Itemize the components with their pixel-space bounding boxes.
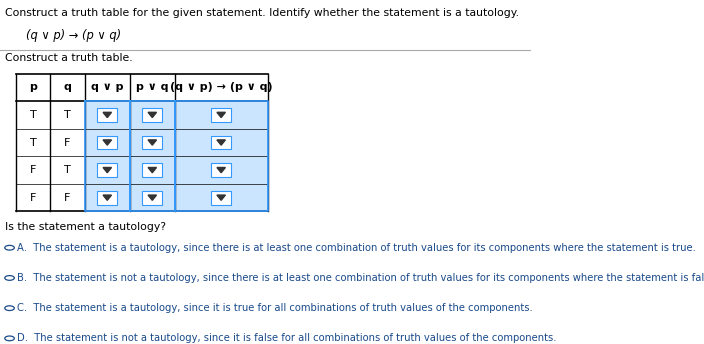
FancyBboxPatch shape — [211, 136, 231, 149]
Text: T: T — [64, 110, 71, 120]
Text: p: p — [29, 82, 37, 92]
Polygon shape — [217, 168, 225, 173]
FancyBboxPatch shape — [211, 191, 231, 205]
Text: F: F — [64, 138, 70, 148]
Polygon shape — [217, 195, 225, 200]
FancyBboxPatch shape — [97, 136, 118, 149]
Polygon shape — [148, 168, 156, 173]
Text: F: F — [30, 193, 37, 203]
Polygon shape — [148, 112, 156, 118]
Text: A.  The statement is a tautology, since there is at least one combination of tru: A. The statement is a tautology, since t… — [18, 243, 696, 253]
Text: T: T — [30, 138, 37, 148]
Text: q: q — [63, 82, 72, 92]
Polygon shape — [148, 195, 156, 200]
Text: B.  The statement is not a tautology, since there is at least one combination of: B. The statement is not a tautology, sin… — [18, 273, 704, 283]
Text: D.  The statement is not a tautology, since it is false for all combinations of : D. The statement is not a tautology, sin… — [18, 333, 557, 343]
Polygon shape — [103, 112, 111, 118]
Polygon shape — [148, 140, 156, 145]
FancyBboxPatch shape — [84, 101, 130, 212]
Text: F: F — [64, 193, 70, 203]
Text: Is the statement a tautology?: Is the statement a tautology? — [6, 222, 166, 232]
FancyBboxPatch shape — [142, 108, 163, 122]
Text: T: T — [30, 110, 37, 120]
FancyBboxPatch shape — [142, 191, 163, 205]
FancyBboxPatch shape — [211, 163, 231, 177]
Polygon shape — [103, 195, 111, 200]
FancyBboxPatch shape — [211, 108, 231, 122]
FancyBboxPatch shape — [97, 108, 118, 122]
Polygon shape — [217, 112, 225, 118]
Polygon shape — [103, 140, 111, 145]
Text: p ∨ q: p ∨ q — [136, 82, 168, 92]
FancyBboxPatch shape — [175, 101, 268, 212]
Text: T: T — [64, 165, 71, 175]
Text: (q ∨ p) → (p ∨ q): (q ∨ p) → (p ∨ q) — [170, 82, 272, 92]
Text: Construct a truth table.: Construct a truth table. — [6, 53, 133, 63]
FancyBboxPatch shape — [142, 163, 163, 177]
Text: C.  The statement is a tautology, since it is true for all combinations of truth: C. The statement is a tautology, since i… — [18, 303, 533, 313]
FancyBboxPatch shape — [97, 163, 118, 177]
FancyBboxPatch shape — [142, 136, 163, 149]
FancyBboxPatch shape — [130, 101, 175, 212]
Text: F: F — [30, 165, 37, 175]
Text: (q ∨ p) → (p ∨ q): (q ∨ p) → (p ∨ q) — [27, 29, 122, 42]
Polygon shape — [217, 140, 225, 145]
FancyBboxPatch shape — [97, 191, 118, 205]
Text: Construct a truth table for the given statement. Identify whether the statement : Construct a truth table for the given st… — [6, 8, 520, 18]
Text: q ∨ p: q ∨ p — [91, 82, 123, 92]
Polygon shape — [103, 168, 111, 173]
